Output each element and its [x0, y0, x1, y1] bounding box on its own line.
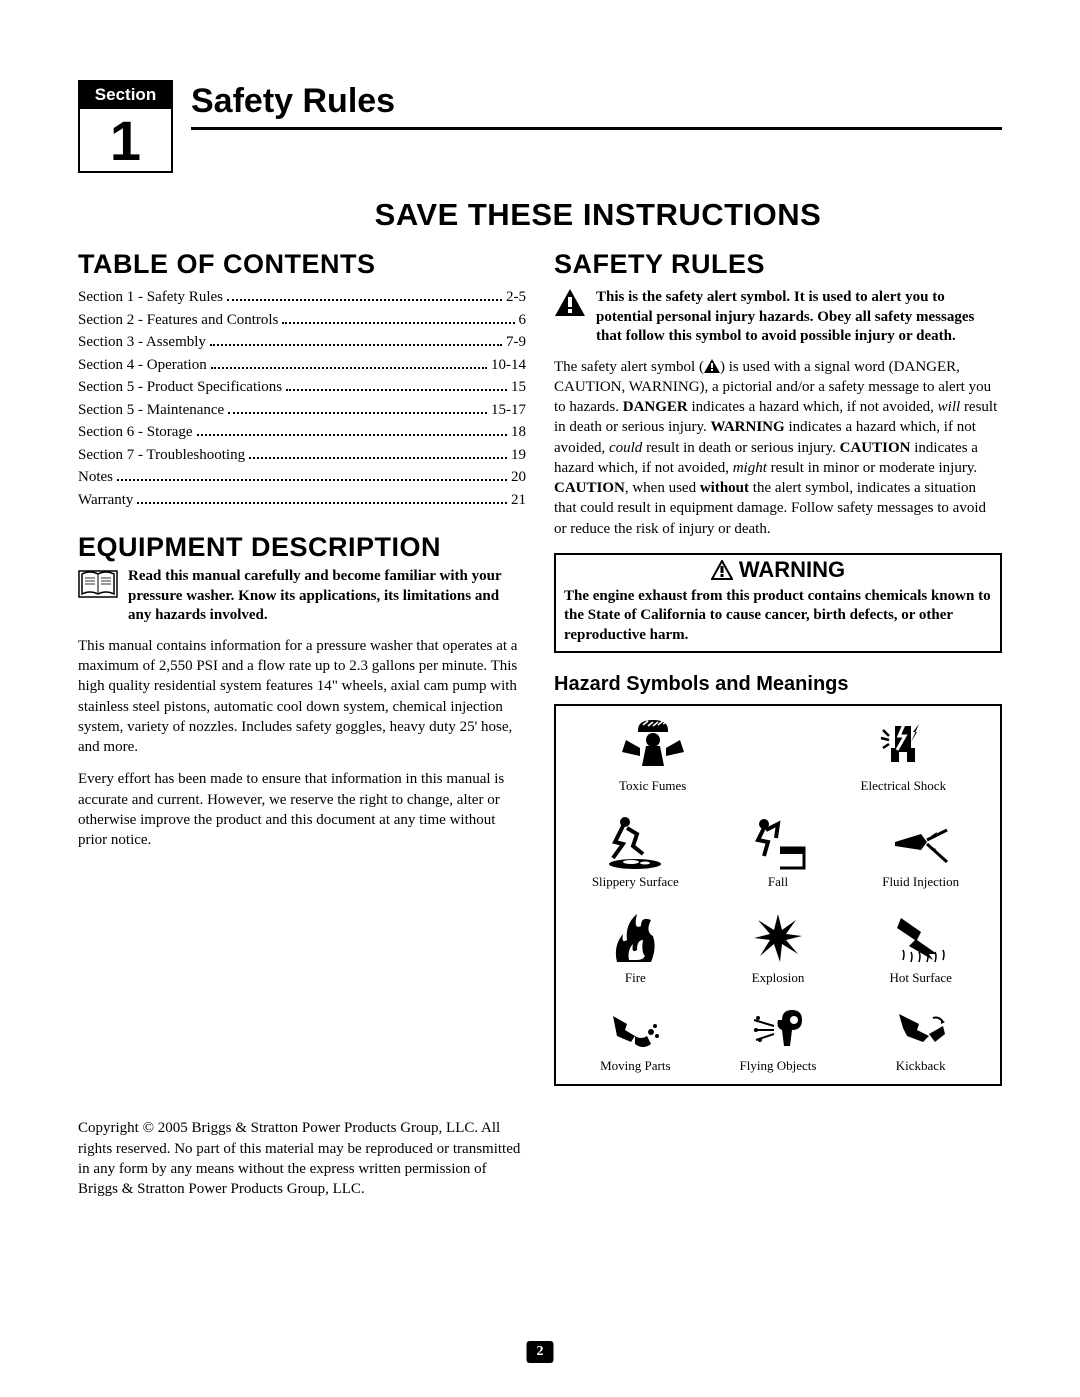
hot-surface-icon — [893, 910, 949, 966]
hazard-label: Explosion — [709, 970, 848, 986]
toc-heading: TABLE OF CONTENTS — [78, 249, 526, 280]
equipment-paragraph-2: Every effort has been made to ensure tha… — [78, 769, 526, 850]
toc-item-label: Section 1 - Safety Rules — [78, 286, 223, 309]
hazard-row: Toxic Fumes Electrical Shock — [566, 718, 990, 794]
warning-box-title: WARNING — [556, 555, 1000, 585]
hazard-kickback: Kickback — [851, 1006, 990, 1074]
toc-row: Section 3 - Assembly 7-9 — [78, 331, 526, 354]
equipment-paragraph-1: This manual contains information for a p… — [78, 636, 526, 758]
save-instructions-heading: SAVE THESE INSTRUCTIONS — [194, 197, 1002, 233]
hazard-label: Electrical Shock — [817, 778, 990, 794]
toc-item-label: Section 7 - Troubleshooting — [78, 444, 245, 467]
toc-row: Section 5 - Maintenance 15-17 — [78, 399, 526, 422]
moving-parts-icon — [607, 1006, 663, 1054]
hazard-label: Moving Parts — [566, 1058, 705, 1074]
copyright-text: Copyright © 2005 Briggs & Stratton Power… — [78, 1118, 526, 1199]
left-column: TABLE OF CONTENTS Section 1 - Safety Rul… — [78, 249, 526, 1199]
hazard-flying-objects: Flying Objects — [709, 1006, 848, 1074]
hazard-moving-parts: Moving Parts — [566, 1006, 705, 1074]
toc-row: Section 1 - Safety Rules 2-5 — [78, 286, 526, 309]
toc-row: Section 5 - Product Specifications 15 — [78, 376, 526, 399]
toc-row: Notes 20 — [78, 466, 526, 489]
hazard-toxic-fumes: Toxic Fumes — [566, 718, 739, 794]
fire-icon — [607, 910, 663, 966]
hazard-fall: Fall — [709, 814, 848, 890]
equipment-heading: EQUIPMENT DESCRIPTION — [78, 533, 526, 561]
two-column-layout: TABLE OF CONTENTS Section 1 - Safety Rul… — [78, 249, 1002, 1199]
toc-row: Warranty 21 — [78, 489, 526, 512]
toc-item-label: Section 5 - Product Specifications — [78, 376, 282, 399]
toc-item-page: 20 — [511, 466, 526, 489]
toc-item-label: Section 3 - Assembly — [78, 331, 206, 354]
toc-item-page: 10-14 — [491, 354, 526, 377]
hazard-label: Toxic Fumes — [566, 778, 739, 794]
toxic-fumes-icon — [618, 718, 688, 774]
hazard-symbols-box: Toxic Fumes Electrical Shock — [554, 704, 1002, 1086]
section-header: Section 1 Safety Rules — [78, 80, 1002, 173]
electrical-shock-icon — [875, 718, 931, 774]
hazard-symbols-heading: Hazard Symbols and Meanings — [554, 673, 1002, 696]
slippery-surface-icon — [603, 814, 667, 870]
hazard-row: Moving Parts Flying Objects — [566, 1006, 990, 1074]
toc-item-page: 6 — [519, 309, 527, 332]
safety-alert-callout: This is the safety alert symbol. It is u… — [554, 288, 1002, 347]
warning-box: WARNING The engine exhaust from this pro… — [554, 553, 1002, 654]
safety-alert-text: This is the safety alert symbol. It is u… — [596, 288, 1002, 347]
hazard-slippery-surface: Slippery Surface — [566, 814, 705, 890]
hazard-label: Fire — [566, 970, 705, 986]
toc-item-label: Section 4 - Operation — [78, 354, 207, 377]
hazard-label: Hot Surface — [851, 970, 990, 986]
section-number: 1 — [80, 109, 171, 171]
flying-objects-icon — [750, 1006, 806, 1054]
read-manual-text: Read this manual carefully and become fa… — [128, 567, 526, 626]
toc-item-label: Section 5 - Maintenance — [78, 399, 224, 422]
toc-item-page: 7-9 — [506, 331, 526, 354]
toc-row: Section 6 - Storage 18 — [78, 421, 526, 444]
hazard-label: Slippery Surface — [566, 874, 705, 890]
hazard-row: Fire Explosion Hot Surface — [566, 910, 990, 986]
hazard-label: Flying Objects — [709, 1058, 848, 1074]
toc-item-page: 18 — [511, 421, 526, 444]
toc-item-label: Section 6 - Storage — [78, 421, 193, 444]
kickback-icon — [893, 1006, 949, 1054]
toc-item-label: Notes — [78, 466, 113, 489]
right-column: SAFETY RULES This is the safety alert sy… — [554, 249, 1002, 1199]
toc-item-page: 21 — [511, 489, 526, 512]
read-manual-callout: Read this manual carefully and become fa… — [78, 567, 526, 626]
section-box: Section 1 — [78, 80, 173, 173]
hazard-label: Kickback — [851, 1058, 990, 1074]
toc-list: Section 1 - Safety Rules 2-5 Section 2 - … — [78, 286, 526, 511]
toc-item-page: 15 — [511, 376, 526, 399]
book-icon — [78, 567, 118, 601]
safety-body-text: The safety alert symbol () is used with … — [554, 357, 1002, 539]
toc-item-page: 19 — [511, 444, 526, 467]
toc-item-label: Warranty — [78, 489, 133, 512]
section-label: Section — [80, 82, 171, 109]
explosion-icon — [750, 910, 806, 966]
page-title: Safety Rules — [191, 82, 1002, 130]
inline-alert-icon — [704, 359, 720, 373]
hazard-electrical-shock: Electrical Shock — [817, 718, 990, 794]
toc-row: Section 4 - Operation 10-14 — [78, 354, 526, 377]
fall-icon — [750, 814, 806, 870]
hazard-row: Slippery Surface Fall — [566, 814, 990, 890]
toc-item-page: 15-17 — [491, 399, 526, 422]
hazard-hot-surface: Hot Surface — [851, 910, 990, 986]
safety-rules-heading: SAFETY RULES — [554, 249, 1002, 280]
fluid-injection-icon — [891, 822, 951, 870]
hazard-label: Fluid Injection — [851, 874, 990, 890]
hazard-explosion: Explosion — [709, 910, 848, 986]
toc-item-page: 2-5 — [506, 286, 526, 309]
toc-row: Section 7 - Troubleshooting 19 — [78, 444, 526, 467]
warning-triangle-icon — [711, 560, 733, 580]
hazard-fire: Fire — [566, 910, 705, 986]
hazard-label: Fall — [709, 874, 848, 890]
toc-row: Section 2 - Features and Controls 6 — [78, 309, 526, 332]
warning-box-body: The engine exhaust from this product con… — [556, 585, 1000, 652]
alert-triangle-icon — [554, 288, 586, 318]
hazard-fluid-injection: Fluid Injection — [851, 822, 990, 890]
toc-item-label: Section 2 - Features and Controls — [78, 309, 278, 332]
page-number: 2 — [527, 1341, 554, 1363]
